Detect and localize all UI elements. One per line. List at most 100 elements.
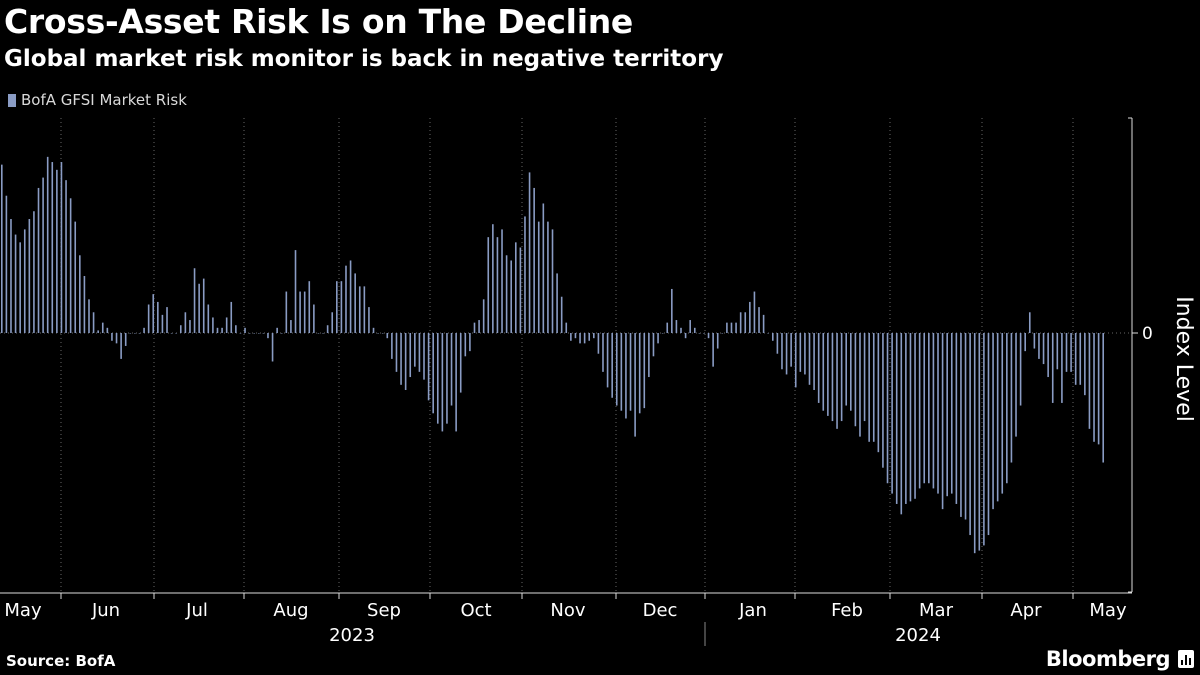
data-bar — [606, 333, 609, 388]
data-bar — [51, 162, 54, 333]
data-bar — [381, 333, 384, 334]
data-bar — [1006, 333, 1008, 484]
data-bar — [253, 333, 256, 334]
data-bar — [230, 301, 233, 333]
data-bar — [161, 314, 164, 333]
data-bar — [863, 333, 866, 422]
data-bar — [657, 333, 659, 344]
x-tick-label: Mar — [919, 600, 954, 621]
data-bar — [326, 325, 329, 333]
data-bar — [120, 333, 122, 359]
data-bar — [872, 333, 875, 442]
data-bar — [1102, 333, 1105, 463]
data-bar — [634, 333, 636, 437]
data-bar — [88, 299, 90, 333]
data-bar — [244, 327, 246, 333]
data-bar — [735, 322, 737, 333]
data-bar — [560, 296, 563, 333]
data-bar — [730, 322, 733, 333]
x-tick-label: Aug — [273, 600, 308, 621]
data-bar — [542, 203, 545, 333]
data-bar — [859, 333, 861, 437]
data-bar — [808, 333, 811, 385]
data-bar — [799, 333, 802, 372]
data-bar — [239, 333, 242, 334]
data-bar — [703, 333, 705, 334]
data-bar — [303, 291, 306, 333]
data-bar — [983, 333, 985, 546]
bloomberg-chart-icon — [1178, 650, 1194, 668]
data-bar — [212, 317, 214, 333]
data-bar — [28, 219, 31, 333]
data-bar — [547, 221, 549, 333]
bloomberg-logo: Bloomberg — [1045, 647, 1171, 671]
data-bar — [280, 333, 283, 334]
data-bar — [225, 317, 228, 333]
data-bar — [570, 333, 572, 341]
data-bar — [524, 216, 526, 333]
data-bar — [317, 333, 320, 334]
data-bar — [1097, 333, 1100, 445]
data-bar — [69, 198, 72, 333]
data-bar — [166, 307, 168, 333]
data-bar — [1088, 333, 1091, 429]
data-bar — [914, 333, 916, 499]
data-bar — [895, 333, 898, 504]
data-bar — [946, 333, 948, 497]
data-bar — [537, 221, 540, 333]
data-bar — [464, 333, 467, 357]
data-bar — [1047, 333, 1049, 378]
data-bar — [372, 327, 375, 333]
data-bar — [482, 299, 485, 333]
data-bar — [1074, 333, 1077, 385]
data-bar — [845, 333, 848, 406]
data-bar — [446, 333, 448, 424]
data-bar — [505, 255, 508, 333]
data-bar — [996, 333, 999, 502]
data-bar — [1065, 333, 1068, 372]
data-bar — [689, 320, 691, 333]
data-bar — [620, 333, 623, 411]
data-bar — [1084, 333, 1086, 396]
data-bar — [19, 242, 21, 333]
data-bar — [313, 304, 315, 333]
data-bar — [5, 195, 8, 333]
data-bar — [83, 276, 86, 333]
data-bar — [294, 250, 297, 333]
data-bar — [850, 333, 852, 411]
data-bar — [267, 333, 269, 339]
data-bar — [299, 291, 301, 333]
data-bar — [193, 268, 196, 333]
data-bar — [1042, 333, 1045, 365]
data-bar — [134, 333, 136, 334]
x-tick-label: Jan — [738, 600, 767, 621]
data-bar — [65, 180, 67, 333]
data-bar — [42, 177, 44, 333]
data-bar — [638, 333, 641, 414]
x-tick-label: Sep — [367, 600, 401, 621]
data-bar — [414, 333, 416, 367]
data-bar — [285, 291, 288, 333]
data-bar — [501, 229, 503, 333]
data-bar — [391, 333, 393, 359]
data-bar — [698, 333, 701, 334]
data-bar — [175, 333, 177, 334]
data-bar — [400, 333, 402, 385]
data-bar — [198, 283, 200, 333]
data-bar — [909, 333, 912, 502]
source-note: Source: BofA — [6, 652, 116, 670]
data-bar — [1019, 333, 1022, 406]
data-bar — [840, 333, 843, 422]
data-bar — [331, 312, 334, 333]
data-bar — [574, 333, 577, 339]
data-bar — [221, 327, 223, 333]
data-bar — [441, 333, 444, 432]
data-bar — [1015, 333, 1017, 437]
data-bar — [179, 325, 182, 333]
data-bar — [785, 333, 788, 375]
legend-label: BofA GFSI Market Risk — [21, 91, 187, 109]
data-bar — [1010, 333, 1013, 463]
data-bar — [363, 286, 366, 333]
data-bar — [579, 333, 581, 344]
data-bar — [354, 273, 356, 333]
